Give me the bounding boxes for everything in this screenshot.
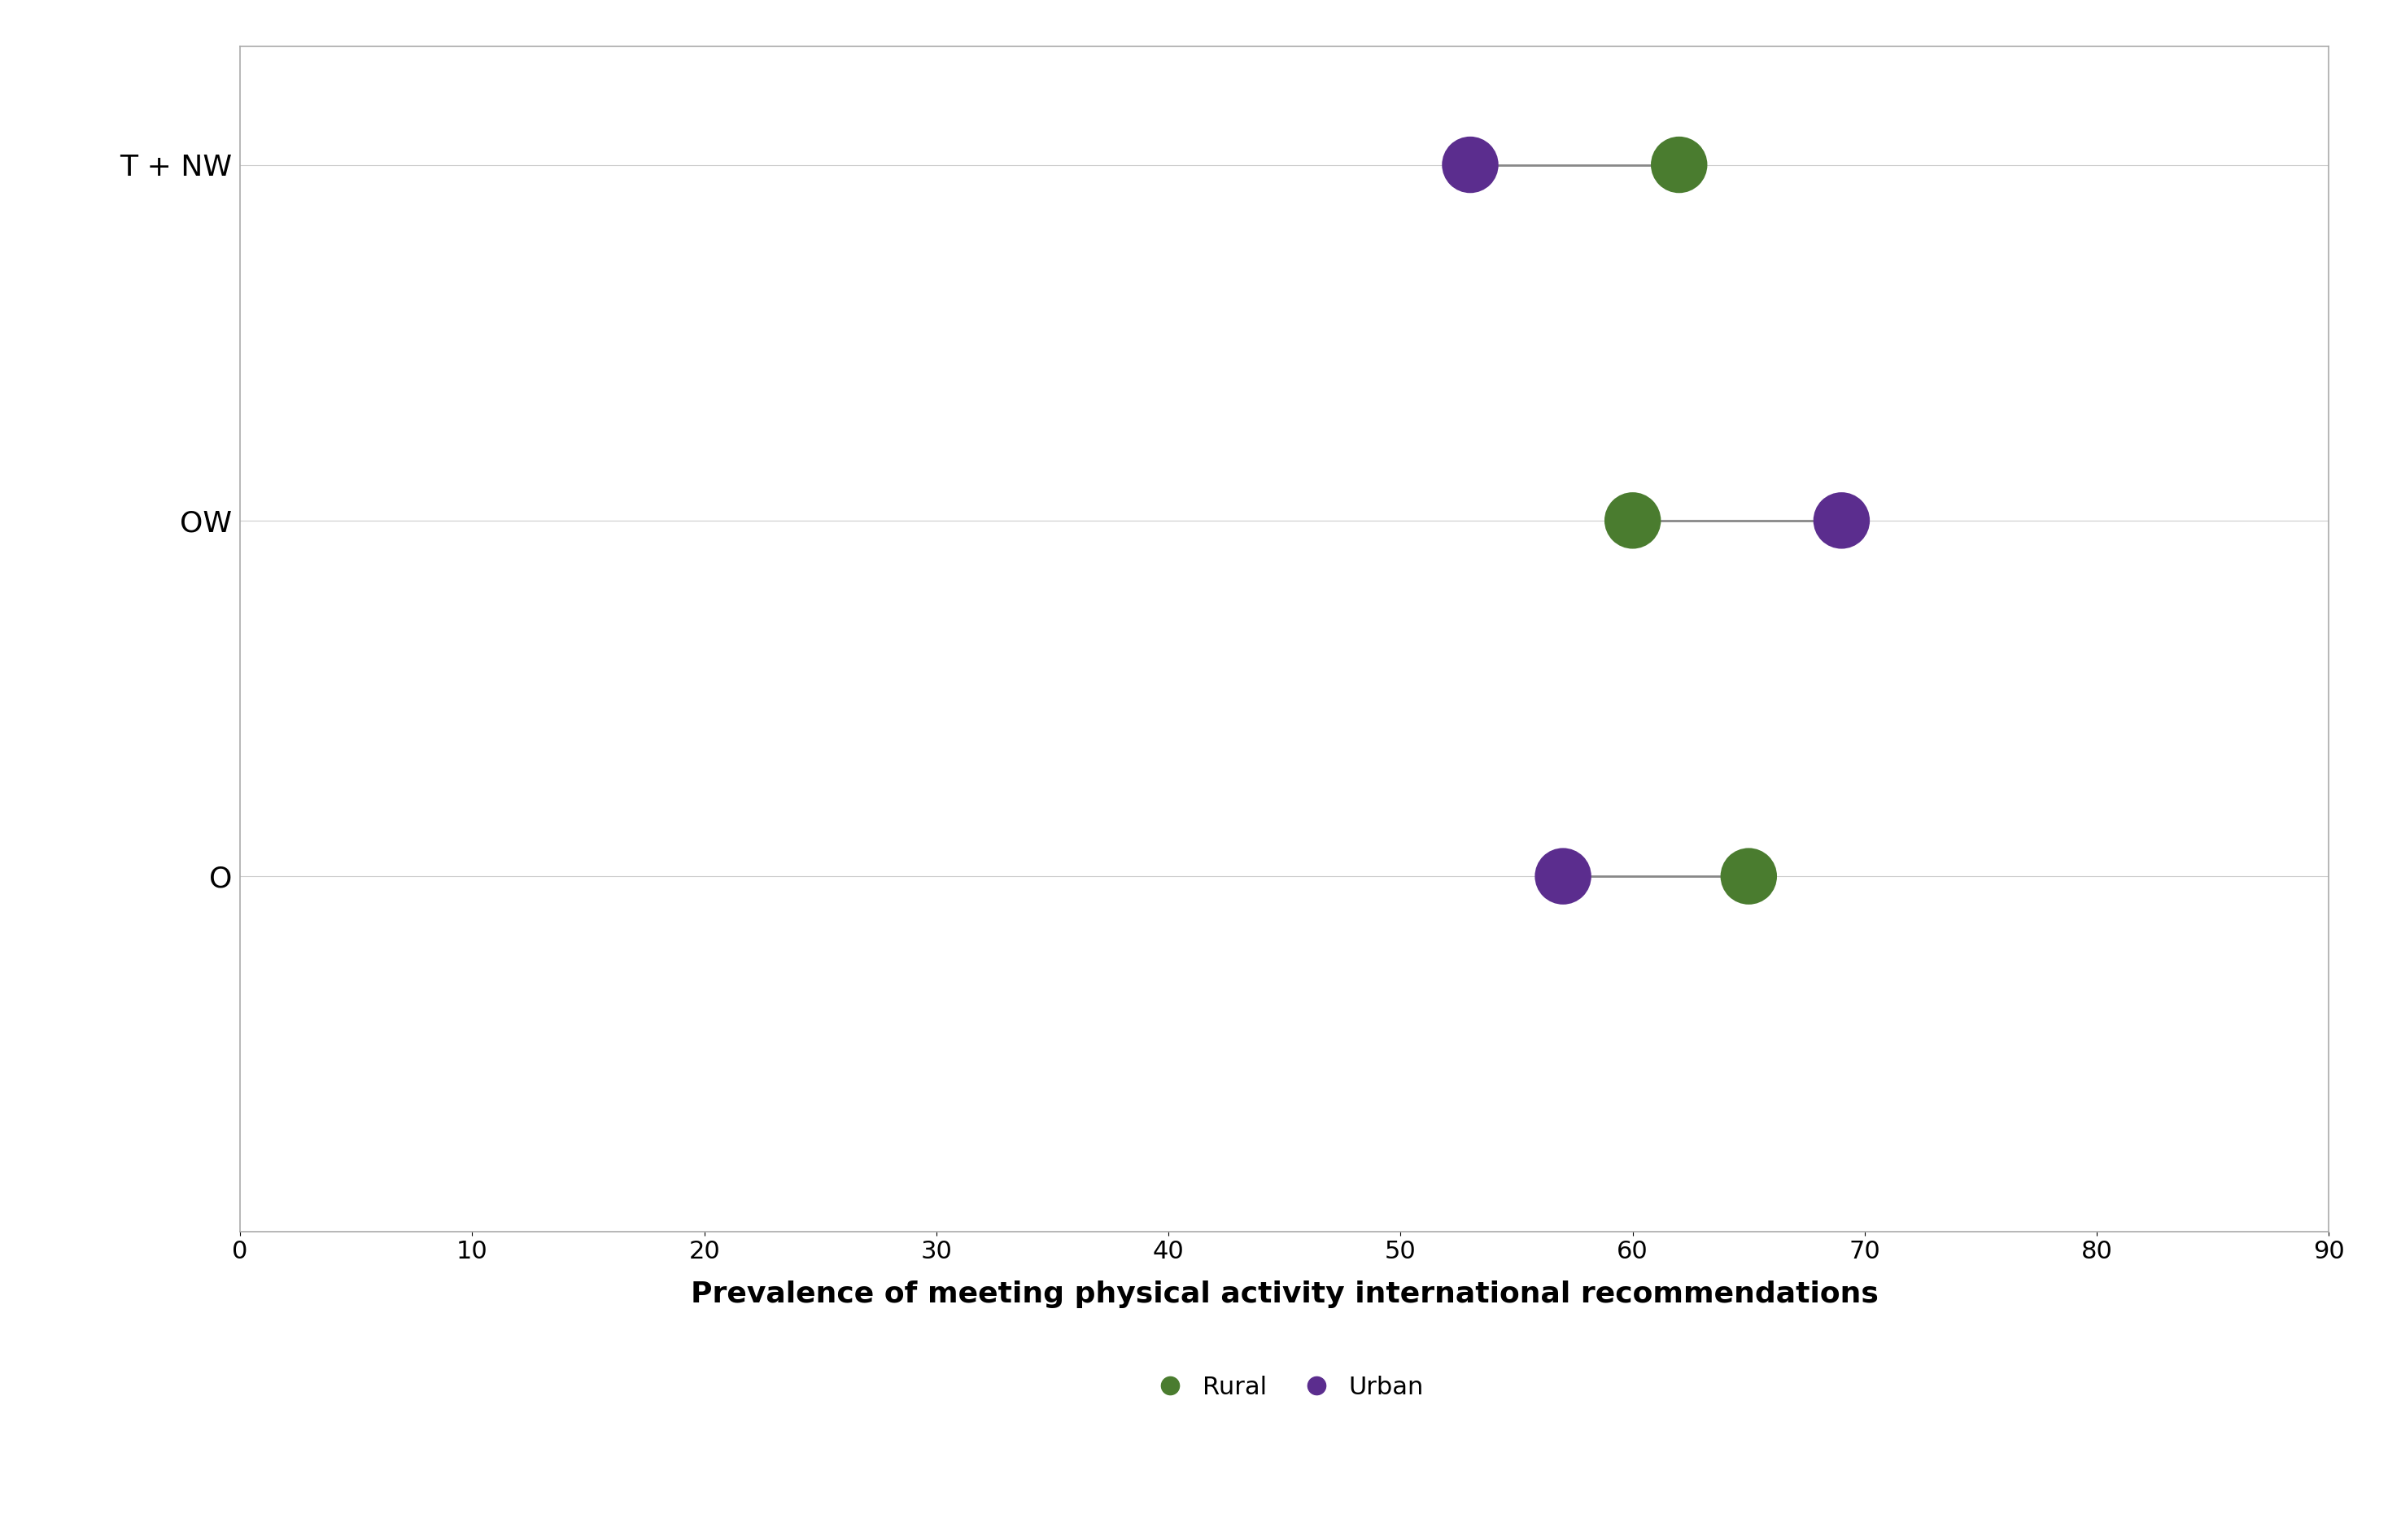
Point [1613, 508, 1652, 533]
Point [1544, 864, 1582, 889]
Point [1729, 864, 1767, 889]
Legend: Rural, Urban: Rural, Urban [1136, 1366, 1433, 1409]
Point [1450, 152, 1489, 177]
Point [1822, 508, 1861, 533]
Point [1659, 152, 1698, 177]
X-axis label: Prevalence of meeting physical activity international recommendations: Prevalence of meeting physical activity … [691, 1280, 1878, 1307]
